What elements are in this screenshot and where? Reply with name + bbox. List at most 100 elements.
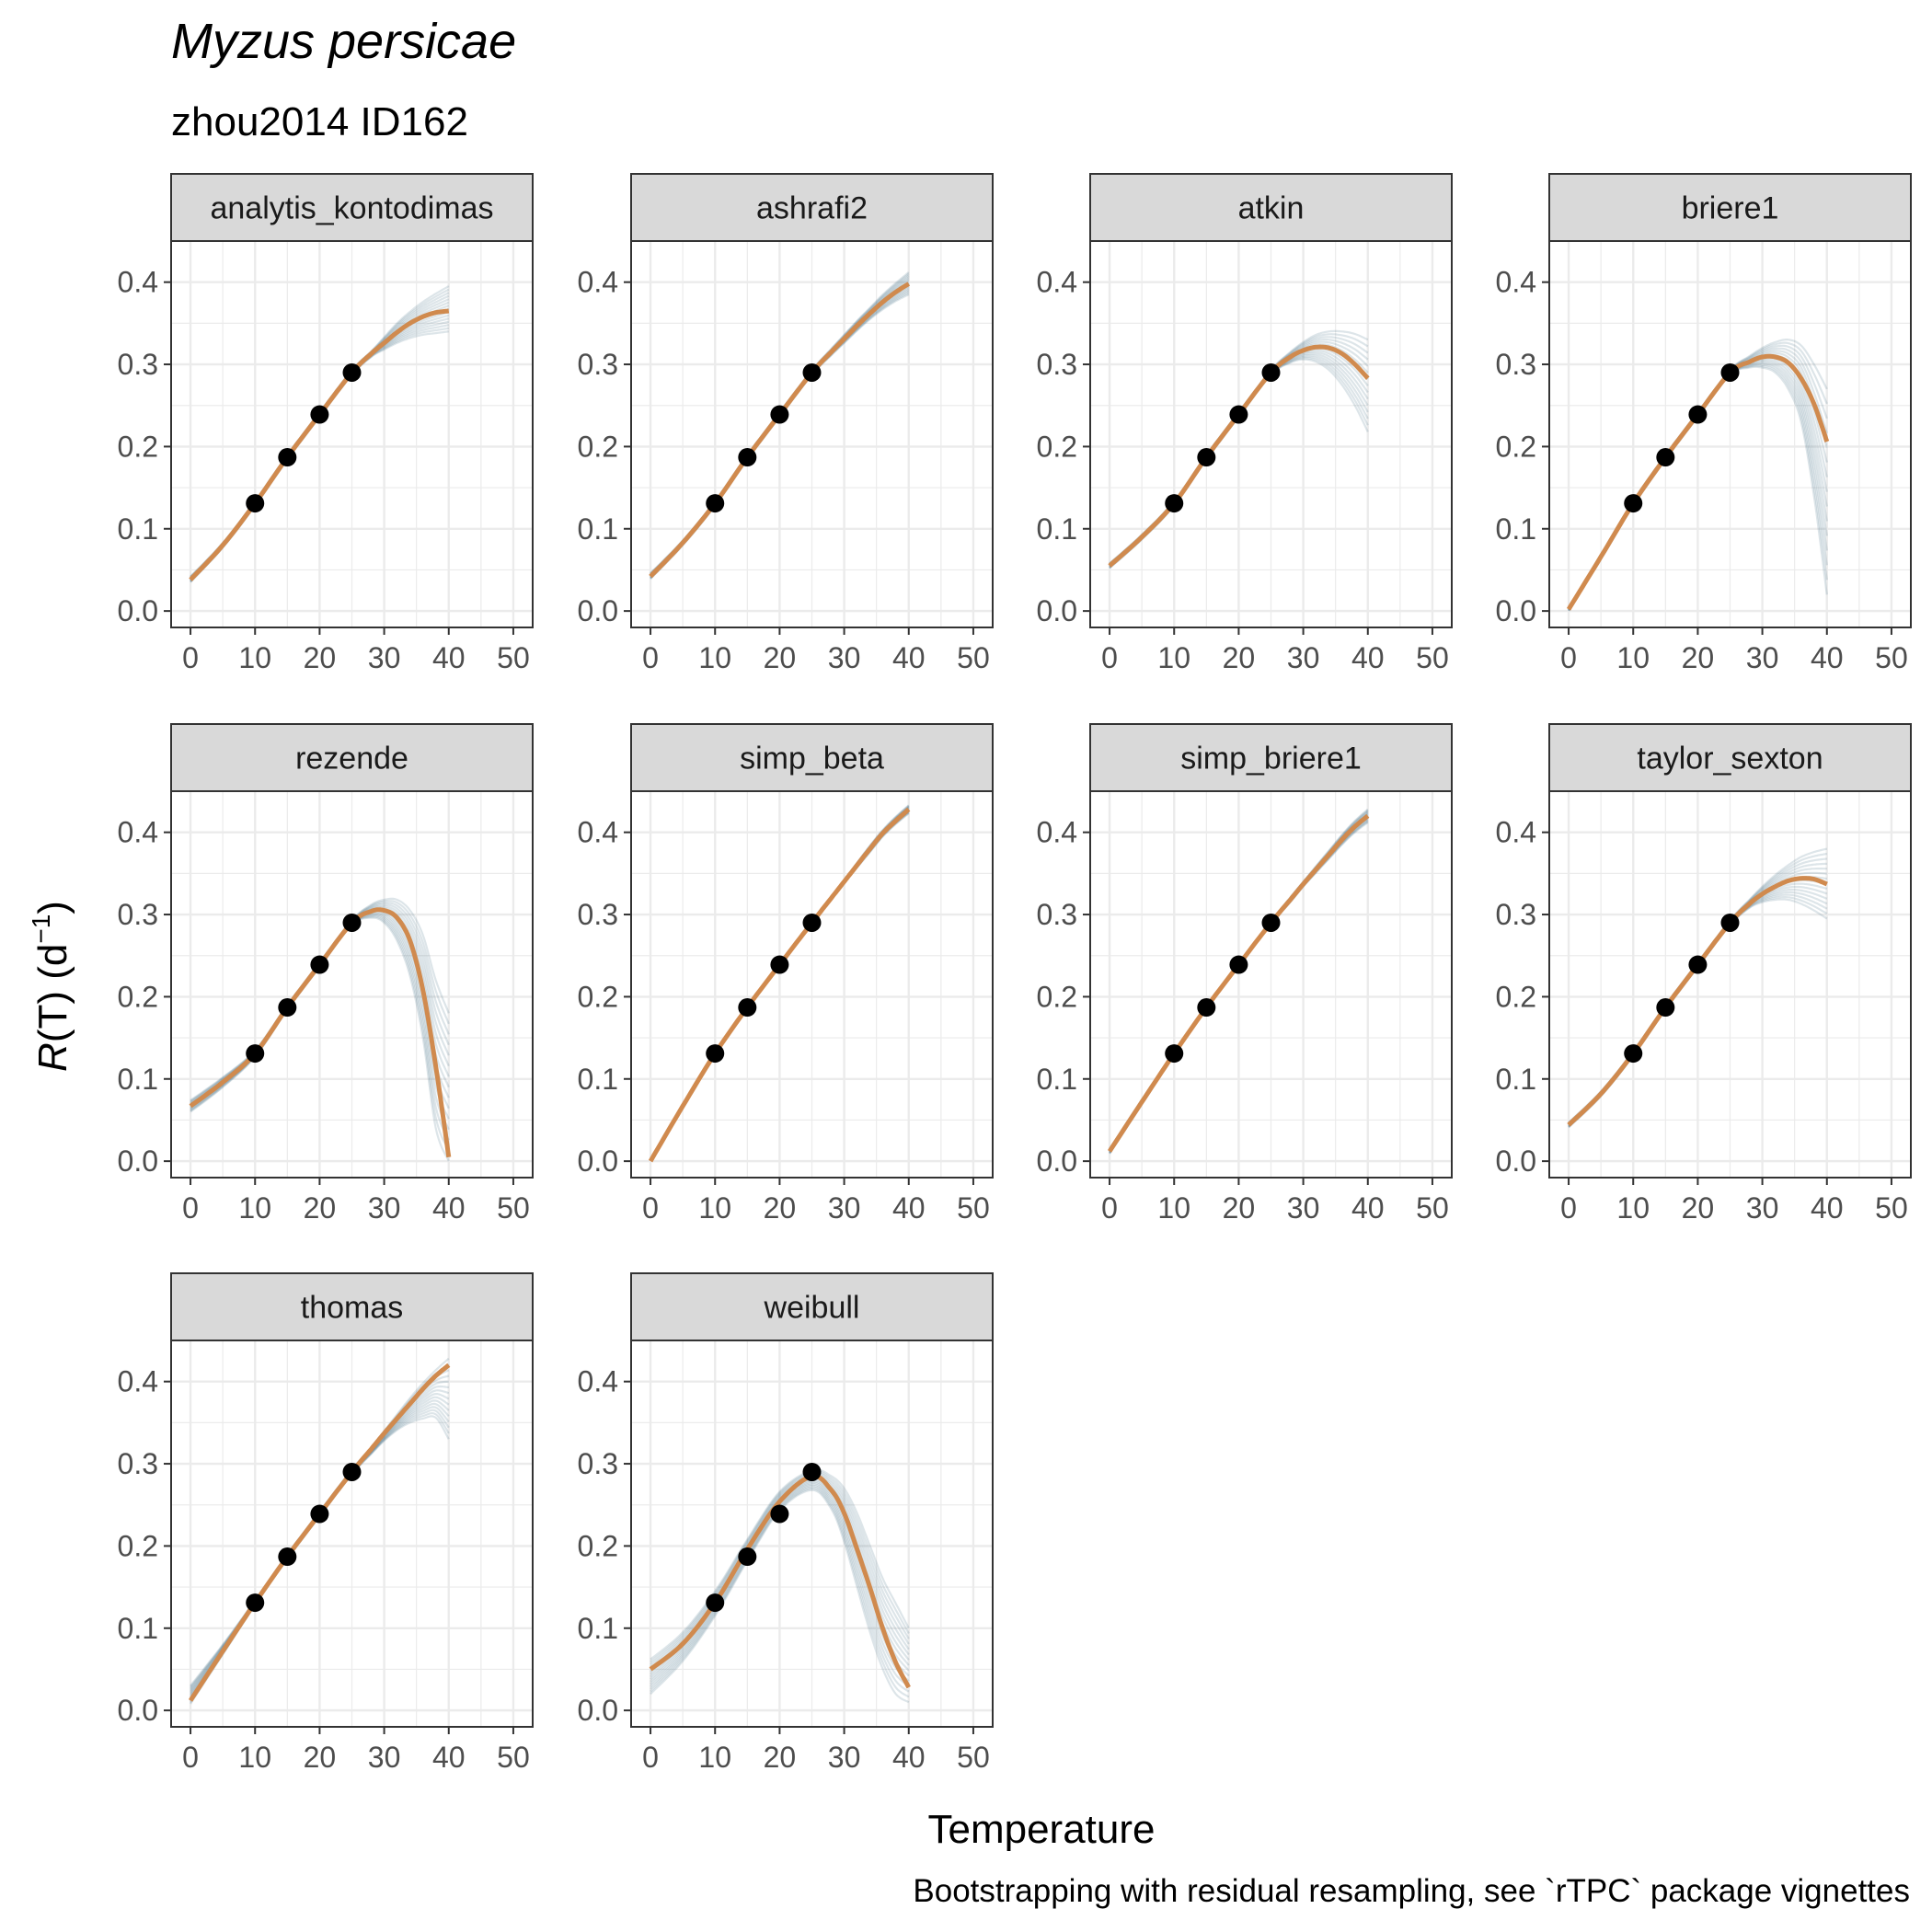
y-tick-label: 0.4 xyxy=(1496,266,1536,299)
x-tick-label: 10 xyxy=(698,641,731,674)
x-tick-label: 20 xyxy=(1223,641,1256,674)
x-tick-label: 30 xyxy=(368,1741,401,1774)
y-tick-label: 0.3 xyxy=(1037,348,1077,381)
x-tick-label: 50 xyxy=(497,1741,530,1774)
y-tick-label: 0.4 xyxy=(1496,816,1536,849)
facet-strip xyxy=(1089,723,1453,792)
y-tick-label: 0.2 xyxy=(1037,430,1077,463)
x-tick-label: 0 xyxy=(642,1191,659,1225)
facet-strip-label: ashrafi2 xyxy=(756,191,868,226)
facet-strip xyxy=(630,723,994,792)
facet-strip xyxy=(170,1272,534,1341)
facet-strip-label: weibull xyxy=(764,1291,860,1326)
panel-border xyxy=(170,790,534,1179)
bootstrap-curve xyxy=(650,1486,910,1693)
x-tick-label: 20 xyxy=(764,1191,797,1225)
bootstrap-curve xyxy=(650,1487,910,1698)
x-tick-label: 40 xyxy=(1811,641,1844,674)
y-tick-label: 0.1 xyxy=(578,1063,618,1096)
y-tick-label: 0.4 xyxy=(578,266,618,299)
y-tick-label: 0.0 xyxy=(1037,1144,1077,1178)
observed-point xyxy=(802,362,822,382)
x-tick-label: 0 xyxy=(642,641,659,674)
y-tick-label: 0.0 xyxy=(1496,594,1536,627)
x-tick-label: 40 xyxy=(432,641,466,674)
y-tick-label: 0.2 xyxy=(1037,980,1077,1013)
y-tick-label: 0.3 xyxy=(578,898,618,931)
x-tick-label: 40 xyxy=(1351,1191,1385,1225)
facet-strip-label: rezende xyxy=(295,742,408,776)
x-tick-label: 50 xyxy=(497,641,530,674)
x-tick-label: 0 xyxy=(182,641,199,674)
facet-panel-atkin: atkin 0.0 0.1 0.2 0.3 0.4 0 10 20 30 40 50 xyxy=(1037,173,1453,674)
y-tick-label: 0.0 xyxy=(1037,594,1077,627)
x-tick-label: 40 xyxy=(892,1741,926,1774)
x-tick-label: 20 xyxy=(1223,1191,1256,1225)
chart-title: Myzus persicae xyxy=(171,14,517,69)
observed-point xyxy=(802,913,822,932)
facet-strip xyxy=(1548,723,1912,792)
observed-point xyxy=(1624,494,1643,513)
observed-point xyxy=(1624,1044,1643,1064)
facet-panel-simp_briere1: simp_briere1 0.0 0.1 0.2 0.3 0.4 0 10 20 30 40 50 xyxy=(1037,723,1453,1225)
y-tick-label: 0.2 xyxy=(118,1529,158,1562)
x-tick-label: 50 xyxy=(1875,1191,1908,1225)
y-tick-label: 0.0 xyxy=(578,594,618,627)
observed-point xyxy=(278,998,297,1018)
x-tick-label: 0 xyxy=(182,1191,199,1225)
observed-point xyxy=(310,955,329,974)
y-tick-label: 0.3 xyxy=(1496,898,1536,931)
observed-point xyxy=(1688,405,1708,424)
x-tick-label: 0 xyxy=(182,1741,199,1774)
panel-border xyxy=(1548,240,1912,628)
y-tick-label: 0.0 xyxy=(118,1694,158,1727)
observed-point xyxy=(770,405,789,424)
facet-strip-label: thomas xyxy=(301,1291,404,1326)
x-tick-label: 30 xyxy=(368,641,401,674)
x-tick-label: 50 xyxy=(957,1741,990,1774)
y-tick-label: 0.2 xyxy=(118,430,158,463)
y-tick-label: 0.4 xyxy=(118,266,158,299)
facet-panel-simp_beta: simp_beta 0.0 0.1 0.2 0.3 0.4 0 10 20 30 40 50 xyxy=(578,723,994,1225)
x-tick-label: 0 xyxy=(1101,641,1118,674)
panel-border xyxy=(630,240,994,628)
y-tick-label: 0.4 xyxy=(1037,266,1077,299)
panel-border xyxy=(630,1340,994,1728)
panel-border xyxy=(170,1340,534,1728)
x-tick-label: 0 xyxy=(642,1741,659,1774)
observed-point xyxy=(706,1593,725,1613)
x-tick-label: 50 xyxy=(957,1191,990,1225)
observed-point xyxy=(1229,405,1248,424)
y-tick-label: 0.3 xyxy=(118,348,158,381)
y-tick-label: 0.2 xyxy=(118,980,158,1013)
facet-panel-thomas: thomas 0.0 0.1 0.2 0.3 0.4 0 10 20 30 40 50 xyxy=(118,1272,534,1774)
observed-point xyxy=(342,1462,362,1481)
x-tick-label: 20 xyxy=(304,641,337,674)
chart-caption: Bootstrapping with residual resampling, … xyxy=(913,1873,1910,1909)
x-tick-label: 30 xyxy=(1746,641,1779,674)
panel-border xyxy=(630,790,994,1179)
observed-point xyxy=(278,448,297,467)
y-tick-label: 0.0 xyxy=(118,1144,158,1178)
y-tick-label: 0.3 xyxy=(1037,898,1077,931)
panel-border xyxy=(1089,240,1453,628)
x-tick-label: 10 xyxy=(698,1741,731,1774)
x-tick-label: 50 xyxy=(957,641,990,674)
y-tick-label: 0.4 xyxy=(118,1365,158,1398)
x-tick-label: 20 xyxy=(764,1741,797,1774)
panel-border xyxy=(1089,790,1453,1179)
observed-point xyxy=(1229,955,1248,974)
x-tick-label: 40 xyxy=(1351,641,1385,674)
x-tick-label: 0 xyxy=(1560,1191,1577,1225)
observed-point xyxy=(738,998,757,1018)
observed-point xyxy=(246,1044,265,1064)
x-tick-label: 50 xyxy=(1875,641,1908,674)
x-tick-label: 10 xyxy=(1616,641,1650,674)
x-tick-label: 40 xyxy=(892,641,926,674)
observed-point xyxy=(1197,448,1216,467)
facet-panel-taylor_sexton: taylor_sexton 0.0 0.1 0.2 0.3 0.4 0 10 20 30 40 50 xyxy=(1496,723,1912,1225)
observed-point xyxy=(310,1504,329,1524)
y-tick-label: 0.1 xyxy=(578,1612,618,1645)
observed-point xyxy=(342,913,362,932)
x-tick-label: 20 xyxy=(1682,641,1715,674)
